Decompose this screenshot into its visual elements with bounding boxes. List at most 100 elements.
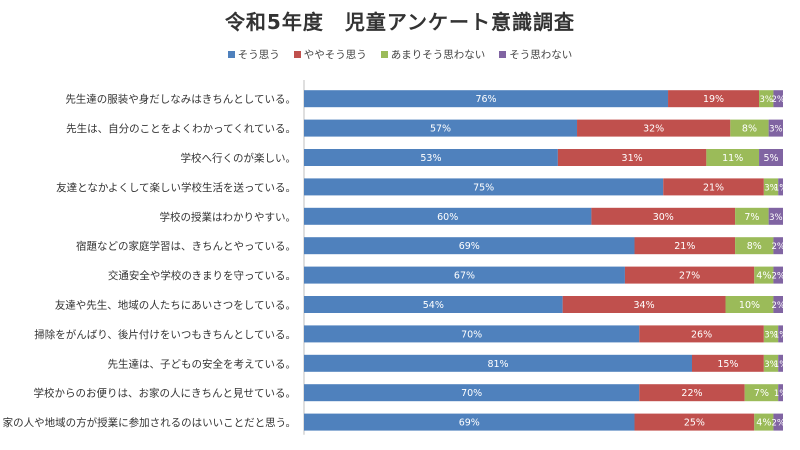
bar-segment xyxy=(304,149,558,166)
data-label: 2% xyxy=(771,301,785,311)
bar-segment xyxy=(768,207,783,225)
chart-title: 令和5年度 児童アンケート意識調査 xyxy=(224,10,576,34)
category-label: 先生達は、子どもの安全を考えている。 xyxy=(108,357,296,370)
category-label: 先生達の服装や身だしなみはきちんとしている。 xyxy=(65,93,296,106)
bar-segment xyxy=(763,325,779,343)
data-label: 26% xyxy=(691,329,712,340)
legend-item: そう思わない xyxy=(499,47,572,62)
bar-segment xyxy=(773,266,783,284)
bar-segment xyxy=(304,119,578,137)
data-label: 8% xyxy=(742,124,757,135)
data-label: 21% xyxy=(703,182,724,193)
bar-segment xyxy=(763,354,779,372)
legend-swatch xyxy=(499,51,507,58)
data-label: 8% xyxy=(747,241,762,252)
legend-label: あまりそう思わない xyxy=(390,49,486,61)
data-label: 4% xyxy=(756,271,771,282)
bar-segment xyxy=(304,207,592,225)
bar-segment xyxy=(773,237,783,255)
bar-segment xyxy=(759,90,774,108)
data-label: 70% xyxy=(461,388,482,399)
bar-segment xyxy=(778,178,783,196)
bar-segment xyxy=(634,237,736,255)
category-label: 友達や先生、地域の人たちにあいさつをしている。 xyxy=(55,299,296,312)
data-label: 54% xyxy=(423,300,444,311)
data-label: 32% xyxy=(643,124,664,135)
legend-swatch xyxy=(227,51,235,58)
bar-segment xyxy=(304,413,635,431)
bar-segment xyxy=(562,296,726,313)
legend-label: そう思う xyxy=(237,49,280,61)
data-label: 69% xyxy=(459,418,480,429)
data-label: 70% xyxy=(461,329,482,340)
category-label: 宿題などの家庭学習は、きちんとやっている。 xyxy=(76,240,296,253)
data-label: 10% xyxy=(739,300,760,311)
bar-segment xyxy=(304,266,625,284)
bar-segment xyxy=(577,119,731,137)
bar-segment xyxy=(754,413,774,431)
data-label: 34% xyxy=(634,300,655,311)
bar-segment xyxy=(735,237,774,255)
bar-segment xyxy=(744,384,779,402)
data-label: 1% xyxy=(774,183,788,193)
data-label: 7% xyxy=(754,388,769,399)
bar-segment xyxy=(725,296,774,313)
category-label: 友達となかよくして楽しい学校生活を送っている。 xyxy=(56,181,296,194)
bar-segment xyxy=(304,384,640,402)
bar-segment xyxy=(639,384,745,402)
legend-swatch xyxy=(293,51,301,58)
data-label: 2% xyxy=(771,272,785,282)
data-label: 69% xyxy=(459,241,480,252)
bar-segment xyxy=(768,119,783,137)
data-label: 81% xyxy=(487,359,508,370)
data-label: 3% xyxy=(764,360,778,370)
data-label: 3% xyxy=(764,183,778,193)
category-label: 学校からのお便りは、お家の人にきちんと見せている。 xyxy=(34,387,297,400)
bar-segment xyxy=(759,149,783,166)
legend-swatch xyxy=(380,51,388,58)
data-label: 19% xyxy=(703,94,724,105)
data-label: 4% xyxy=(756,418,771,429)
data-label: 21% xyxy=(674,241,695,252)
data-label: 3% xyxy=(769,125,783,135)
data-label: 22% xyxy=(681,388,702,399)
bar-segment xyxy=(778,325,783,343)
data-label: 30% xyxy=(653,212,674,223)
legend-label: そう思わない xyxy=(509,49,573,61)
bar-segment xyxy=(763,178,779,196)
category-label: 掃除をがんばり、後片付けをいつもきちんとしている。 xyxy=(34,328,296,341)
data-label: 53% xyxy=(420,153,441,164)
bar-segment xyxy=(639,325,764,343)
bar-segment xyxy=(773,296,783,313)
bar-segment xyxy=(735,207,769,225)
bar-segment xyxy=(557,149,707,166)
bar-segment xyxy=(773,90,783,108)
legend-item: ややそう思う xyxy=(293,47,367,62)
category-label: 学校へ行くのが楽しい。 xyxy=(181,152,297,165)
data-label: 2% xyxy=(771,242,785,252)
bar-segment xyxy=(706,149,760,166)
category-label: 学校の授業はわかりやすい。 xyxy=(160,210,297,223)
legend-item: そう思う xyxy=(227,47,280,62)
category-label: 家の人や地域の方が授業に参加されるのはいいことだと思う。 xyxy=(3,416,296,429)
bar-segment xyxy=(778,384,783,402)
data-label: 11% xyxy=(722,153,743,164)
data-label: 1% xyxy=(774,389,788,399)
data-label: 75% xyxy=(473,182,494,193)
bar-segment xyxy=(634,413,755,431)
data-label: 57% xyxy=(430,124,451,135)
bar-segment xyxy=(691,354,764,372)
data-label: 15% xyxy=(717,359,738,370)
category-label: 先生は、自分のことをよくわかってくれている。 xyxy=(66,122,296,135)
bar-segment xyxy=(754,266,774,284)
category-label: 交通安全や学校のきまりを守っている。 xyxy=(108,269,296,282)
bar-segment xyxy=(304,178,664,196)
bar-segment xyxy=(591,207,736,225)
data-label: 1% xyxy=(774,360,788,370)
data-label: 3% xyxy=(764,330,778,340)
legend-item: あまりそう思わない xyxy=(380,47,486,62)
data-label: 60% xyxy=(437,212,458,223)
bar-segment xyxy=(778,354,783,372)
